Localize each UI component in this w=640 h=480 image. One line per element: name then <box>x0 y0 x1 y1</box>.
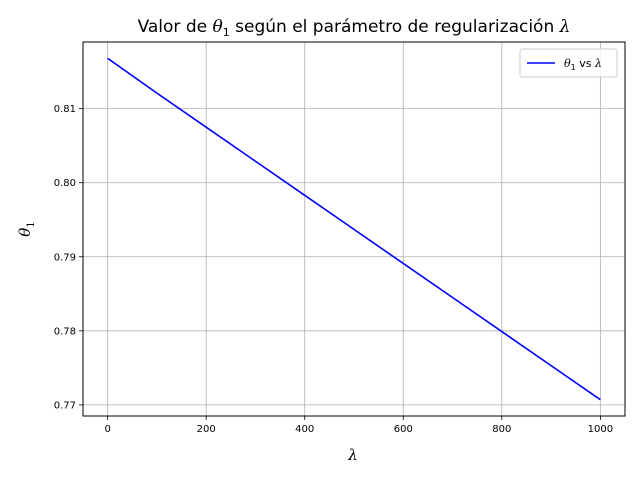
y-axis-ticks: 0.77 0.78 0.79 0.80 0.81 <box>54 104 83 411</box>
x-tick-label: 600 <box>394 424 413 435</box>
legend: θ1 vs λ <box>519 48 618 78</box>
axes-frame <box>82 41 626 417</box>
y-tick-label: 0.79 <box>54 252 76 263</box>
x-tick-label: 400 <box>295 424 314 435</box>
grid <box>83 42 625 416</box>
y-tick-label: 0.81 <box>54 104 76 115</box>
chart-title: Valor de θ1 según el parámetro de regula… <box>138 17 571 39</box>
legend-box <box>519 48 618 78</box>
series-line <box>107 57 601 401</box>
y-tick-label: 0.80 <box>54 178 76 189</box>
x-tick-label: 1000 <box>588 424 613 435</box>
legend-entry: θ1 vs λ <box>564 57 602 72</box>
series-layer <box>107 57 601 401</box>
x-axis-label: λ <box>347 446 358 464</box>
x-tick-label: 0 <box>104 424 110 435</box>
y-tick-label: 0.78 <box>54 326 76 337</box>
x-axis-ticks: 0 200 400 600 800 1000 <box>104 416 613 435</box>
y-tick-label: 0.77 <box>54 400 76 411</box>
x-tick-label: 200 <box>197 424 216 435</box>
y-axis-label: θ1 <box>16 221 37 236</box>
x-tick-label: 800 <box>492 424 511 435</box>
